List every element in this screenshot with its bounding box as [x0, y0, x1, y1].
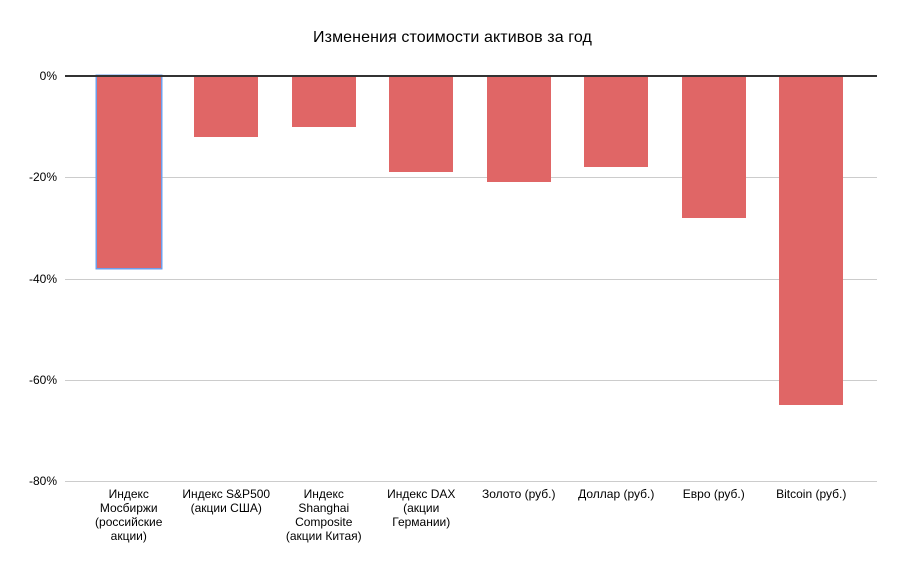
y-tick-label: -40%	[28, 271, 57, 286]
bars-container	[80, 76, 860, 481]
gridline	[65, 481, 877, 482]
x-axis-baseline	[65, 75, 877, 77]
x-category-label: Золото (руб.)	[482, 487, 556, 501]
bar-3[interactable]	[291, 76, 356, 127]
bar-5[interactable]	[486, 76, 551, 183]
gridline	[65, 379, 877, 381]
gridline	[65, 278, 877, 280]
bar-slot	[568, 76, 666, 481]
bar-slot	[470, 76, 568, 481]
x-category-label: Bitcoin (руб.)	[776, 487, 847, 501]
x-category-label: Индекс Мосбиржи (российские акции)	[95, 487, 163, 543]
x-category-label: Индекс DAX (акции Германии)	[387, 487, 456, 529]
bar-8[interactable]	[779, 76, 844, 406]
bar-slot	[373, 76, 471, 481]
y-tick-label: -20%	[28, 170, 57, 185]
bar-slot	[178, 76, 276, 481]
y-tick-label: 0%	[39, 69, 57, 83]
bar-6[interactable]	[584, 76, 649, 168]
x-category-label: Доллар (руб.)	[578, 487, 655, 501]
y-axis-labels: 0% -20% -40% -60% -80%	[0, 69, 57, 488]
bar-7[interactable]	[681, 76, 746, 218]
bar-1[interactable]	[96, 76, 161, 269]
bar-slot	[275, 76, 373, 481]
bar-slot	[665, 76, 763, 481]
plot-area	[65, 75, 877, 482]
y-tick-label: -60%	[28, 372, 57, 387]
x-category-label: Индекс Shanghai Composite (акции Китая)	[285, 487, 362, 543]
x-category-label: Индекс S&P500 (акции США)	[182, 487, 271, 515]
bar-4[interactable]	[389, 76, 454, 173]
bar-2[interactable]	[194, 76, 259, 137]
bar-slot	[763, 76, 861, 481]
x-axis-labels: Индекс Мосбиржи (российские акции) Индекс…	[80, 487, 860, 543]
chart-title: Изменения стоимости активов за год	[313, 29, 592, 46]
gridline	[65, 177, 877, 179]
bar-slot	[80, 76, 178, 481]
y-tick-label: -80%	[28, 474, 57, 488]
x-category-label: Евро (руб.)	[682, 487, 745, 501]
